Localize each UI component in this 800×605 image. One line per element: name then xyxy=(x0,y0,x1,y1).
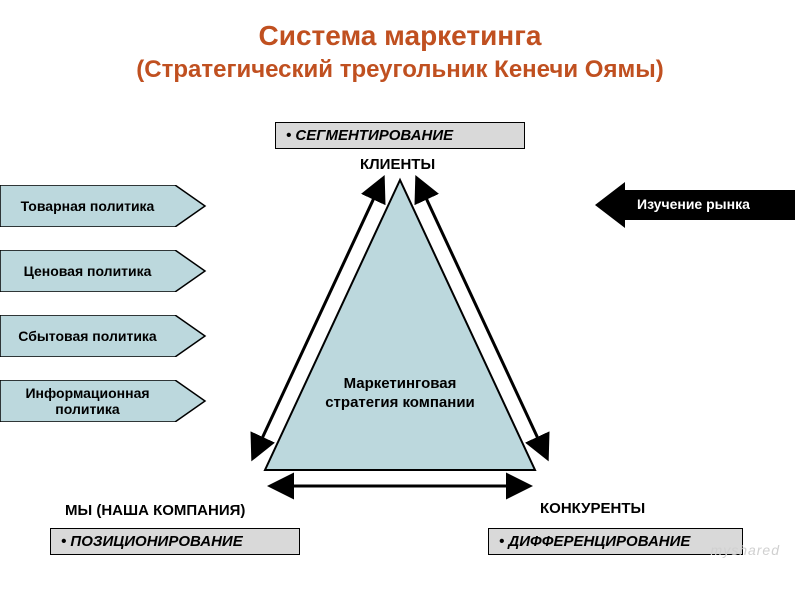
policy-arrow-2: Сбытовая политика xyxy=(0,315,200,357)
policy-arrow-1: Ценовая политика xyxy=(0,250,200,292)
box-differentiating: • ДИФФЕРЕНЦИРОВАНИЕ xyxy=(488,528,743,555)
market-arrow-label: Изучение рынка xyxy=(637,196,750,212)
box-positioning: • ПОЗИЦИОНИРОВАНИЕ xyxy=(50,528,300,555)
policy-label-2: Сбытовая политика xyxy=(0,315,175,357)
policy-label-0: Товарная политика xyxy=(0,185,175,227)
policy-arrow-3: Информационная политика xyxy=(0,380,200,422)
watermark: myshared xyxy=(711,542,780,558)
triangle-center-text: Маркетинговая стратегия компании xyxy=(305,375,495,413)
policy-arrow-0: Товарная политика xyxy=(0,185,200,227)
policy-label-3: Информационная политика xyxy=(0,380,175,422)
market-arrow: Изучение рынка xyxy=(595,182,795,228)
vertex-bl-label: МЫ (НАША КОМПАНИЯ) xyxy=(65,502,245,519)
vertex-br-label: КОНКУРЕНТЫ xyxy=(540,500,645,517)
policy-label-1: Ценовая политика xyxy=(0,250,175,292)
